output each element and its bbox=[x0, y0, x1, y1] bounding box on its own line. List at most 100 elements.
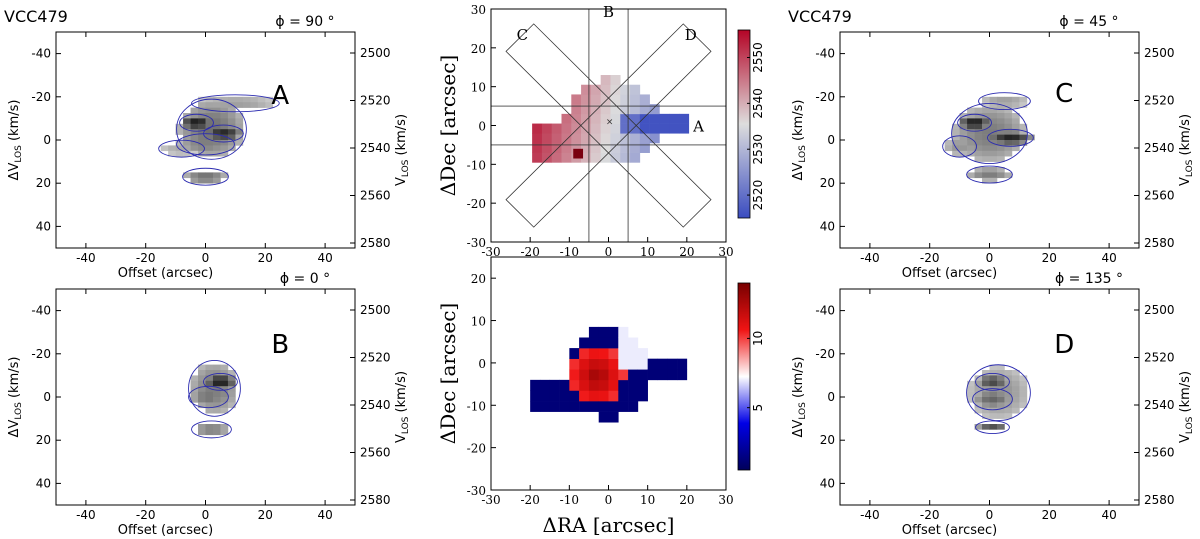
pv-cell bbox=[212, 129, 221, 135]
y-axis-label-unit: (km/s) bbox=[7, 100, 22, 146]
dispersion-cell bbox=[628, 348, 639, 359]
dispersion-map-panel: -30 -20 -10 0 10 20 30 -30 -20 -10 0 10 20 ΔDec [arcs… bbox=[436, 256, 765, 537]
pv-cell bbox=[190, 129, 199, 135]
dispersion-cell bbox=[608, 369, 619, 381]
dispersion-cell bbox=[637, 390, 648, 402]
pv-cell bbox=[235, 140, 244, 146]
pv-heatmap-B bbox=[190, 364, 236, 436]
pv-contour bbox=[191, 94, 280, 113]
pv-cell bbox=[959, 150, 968, 157]
pv-cell bbox=[989, 145, 998, 152]
pv-cell bbox=[989, 424, 998, 430]
velocity-cell bbox=[581, 94, 592, 105]
pv-cell bbox=[996, 134, 1005, 141]
pv-cell bbox=[242, 96, 251, 103]
y-tick-label: 10 bbox=[471, 81, 486, 95]
dispersion-cell bbox=[598, 390, 609, 402]
pv-cell bbox=[967, 391, 975, 398]
dispersion-cell bbox=[549, 379, 560, 391]
pv-cell bbox=[257, 96, 266, 103]
pv-cell bbox=[190, 397, 199, 403]
slit-C bbox=[505, 23, 712, 228]
pv-cell bbox=[205, 113, 214, 119]
pv-cell bbox=[1004, 113, 1013, 119]
pv-cell bbox=[212, 123, 221, 130]
pv-cell bbox=[227, 402, 236, 409]
pv-cell bbox=[982, 134, 990, 141]
pv-cell bbox=[205, 429, 214, 436]
pv-cell bbox=[168, 145, 176, 152]
pv-cell bbox=[212, 134, 221, 141]
slit-label-D: D bbox=[685, 26, 697, 44]
velocity-cell bbox=[610, 84, 621, 95]
velocity-cell bbox=[571, 113, 582, 124]
velocity-cell bbox=[630, 113, 641, 124]
y-axis-label-unit: (km/s) bbox=[791, 357, 806, 403]
y-axis-label-main: ΔV bbox=[791, 420, 806, 438]
pv-cell bbox=[1004, 150, 1013, 157]
y-axis-label: ΔVLOS (km/s) bbox=[7, 357, 24, 438]
pv-cell bbox=[1019, 102, 1028, 108]
pv-contour bbox=[966, 364, 1031, 422]
pv-cell bbox=[220, 102, 229, 108]
y-right-tick-label: 2540 bbox=[360, 141, 391, 155]
pv-cell bbox=[1011, 402, 1020, 409]
velocity-cell bbox=[610, 133, 621, 144]
y-right-label-sub: LOS bbox=[401, 159, 411, 177]
dispersion-cell bbox=[608, 348, 619, 359]
x-tick-label: -10 bbox=[560, 245, 579, 259]
pv-cell bbox=[974, 150, 983, 157]
pv-cell bbox=[205, 177, 214, 184]
pv-cell bbox=[967, 129, 975, 135]
velocity-cell bbox=[581, 84, 592, 95]
pv-contour bbox=[978, 92, 1031, 111]
pv-cell bbox=[1011, 380, 1020, 387]
pv-contour bbox=[188, 385, 229, 409]
pv-cell bbox=[967, 380, 975, 387]
pv-cell bbox=[982, 156, 990, 162]
x-tick-label: -40 bbox=[860, 251, 880, 265]
pv-cell bbox=[212, 145, 221, 152]
y-right-label-main: V bbox=[394, 177, 409, 186]
y-right-tick-label: 2520 bbox=[360, 351, 391, 365]
velocity-cell bbox=[649, 133, 660, 144]
velocity-cell bbox=[581, 152, 592, 163]
dispersion-map-cells bbox=[530, 326, 688, 423]
pv-cell bbox=[183, 123, 191, 130]
y-right-tick-label: 2540 bbox=[360, 398, 391, 412]
y-tick-label: -20 bbox=[815, 90, 835, 104]
pv-cell bbox=[1004, 145, 1013, 152]
pv-cell bbox=[1011, 123, 1020, 130]
pv-cell bbox=[235, 96, 244, 103]
pv-cell bbox=[1019, 397, 1028, 403]
pv-cell bbox=[220, 129, 229, 135]
pv-cell bbox=[212, 397, 221, 403]
y-tick-label: -20 bbox=[467, 197, 486, 211]
pv-cell bbox=[190, 134, 199, 141]
velocity-cell bbox=[630, 142, 641, 153]
pv-cell bbox=[190, 123, 199, 130]
y-right-tick-label: 2580 bbox=[1144, 236, 1175, 250]
dispersion-cell bbox=[628, 379, 639, 391]
pv-contour bbox=[188, 359, 241, 417]
pv-cell bbox=[1011, 375, 1020, 382]
pv-cell bbox=[220, 150, 229, 157]
pv-cell bbox=[996, 150, 1005, 157]
x-tick-label: 40 bbox=[1101, 508, 1116, 522]
colorbar-tick-label: 2550 bbox=[751, 42, 765, 73]
pv-cell bbox=[967, 397, 975, 403]
x-tick-label: 40 bbox=[317, 508, 332, 522]
pv-cell bbox=[1011, 407, 1020, 414]
pv-cell bbox=[974, 407, 983, 414]
pv-cell bbox=[989, 370, 998, 376]
y-tick-label: 0 bbox=[827, 133, 835, 147]
pv-cell bbox=[235, 123, 244, 130]
velocity-cell bbox=[532, 152, 543, 163]
pv-contour bbox=[951, 102, 1028, 165]
pv-cell bbox=[1011, 102, 1020, 108]
x-tick-label: 20 bbox=[1042, 251, 1057, 265]
y-right-label-sub: LOS bbox=[1185, 416, 1195, 434]
velocity-cell bbox=[630, 152, 641, 163]
velocity-cell bbox=[649, 113, 660, 124]
pv-panel-A: -40 -20 0 20 40 -40 -20 0 20 40 2500 2520 2540 2560 25… bbox=[4, 7, 411, 281]
